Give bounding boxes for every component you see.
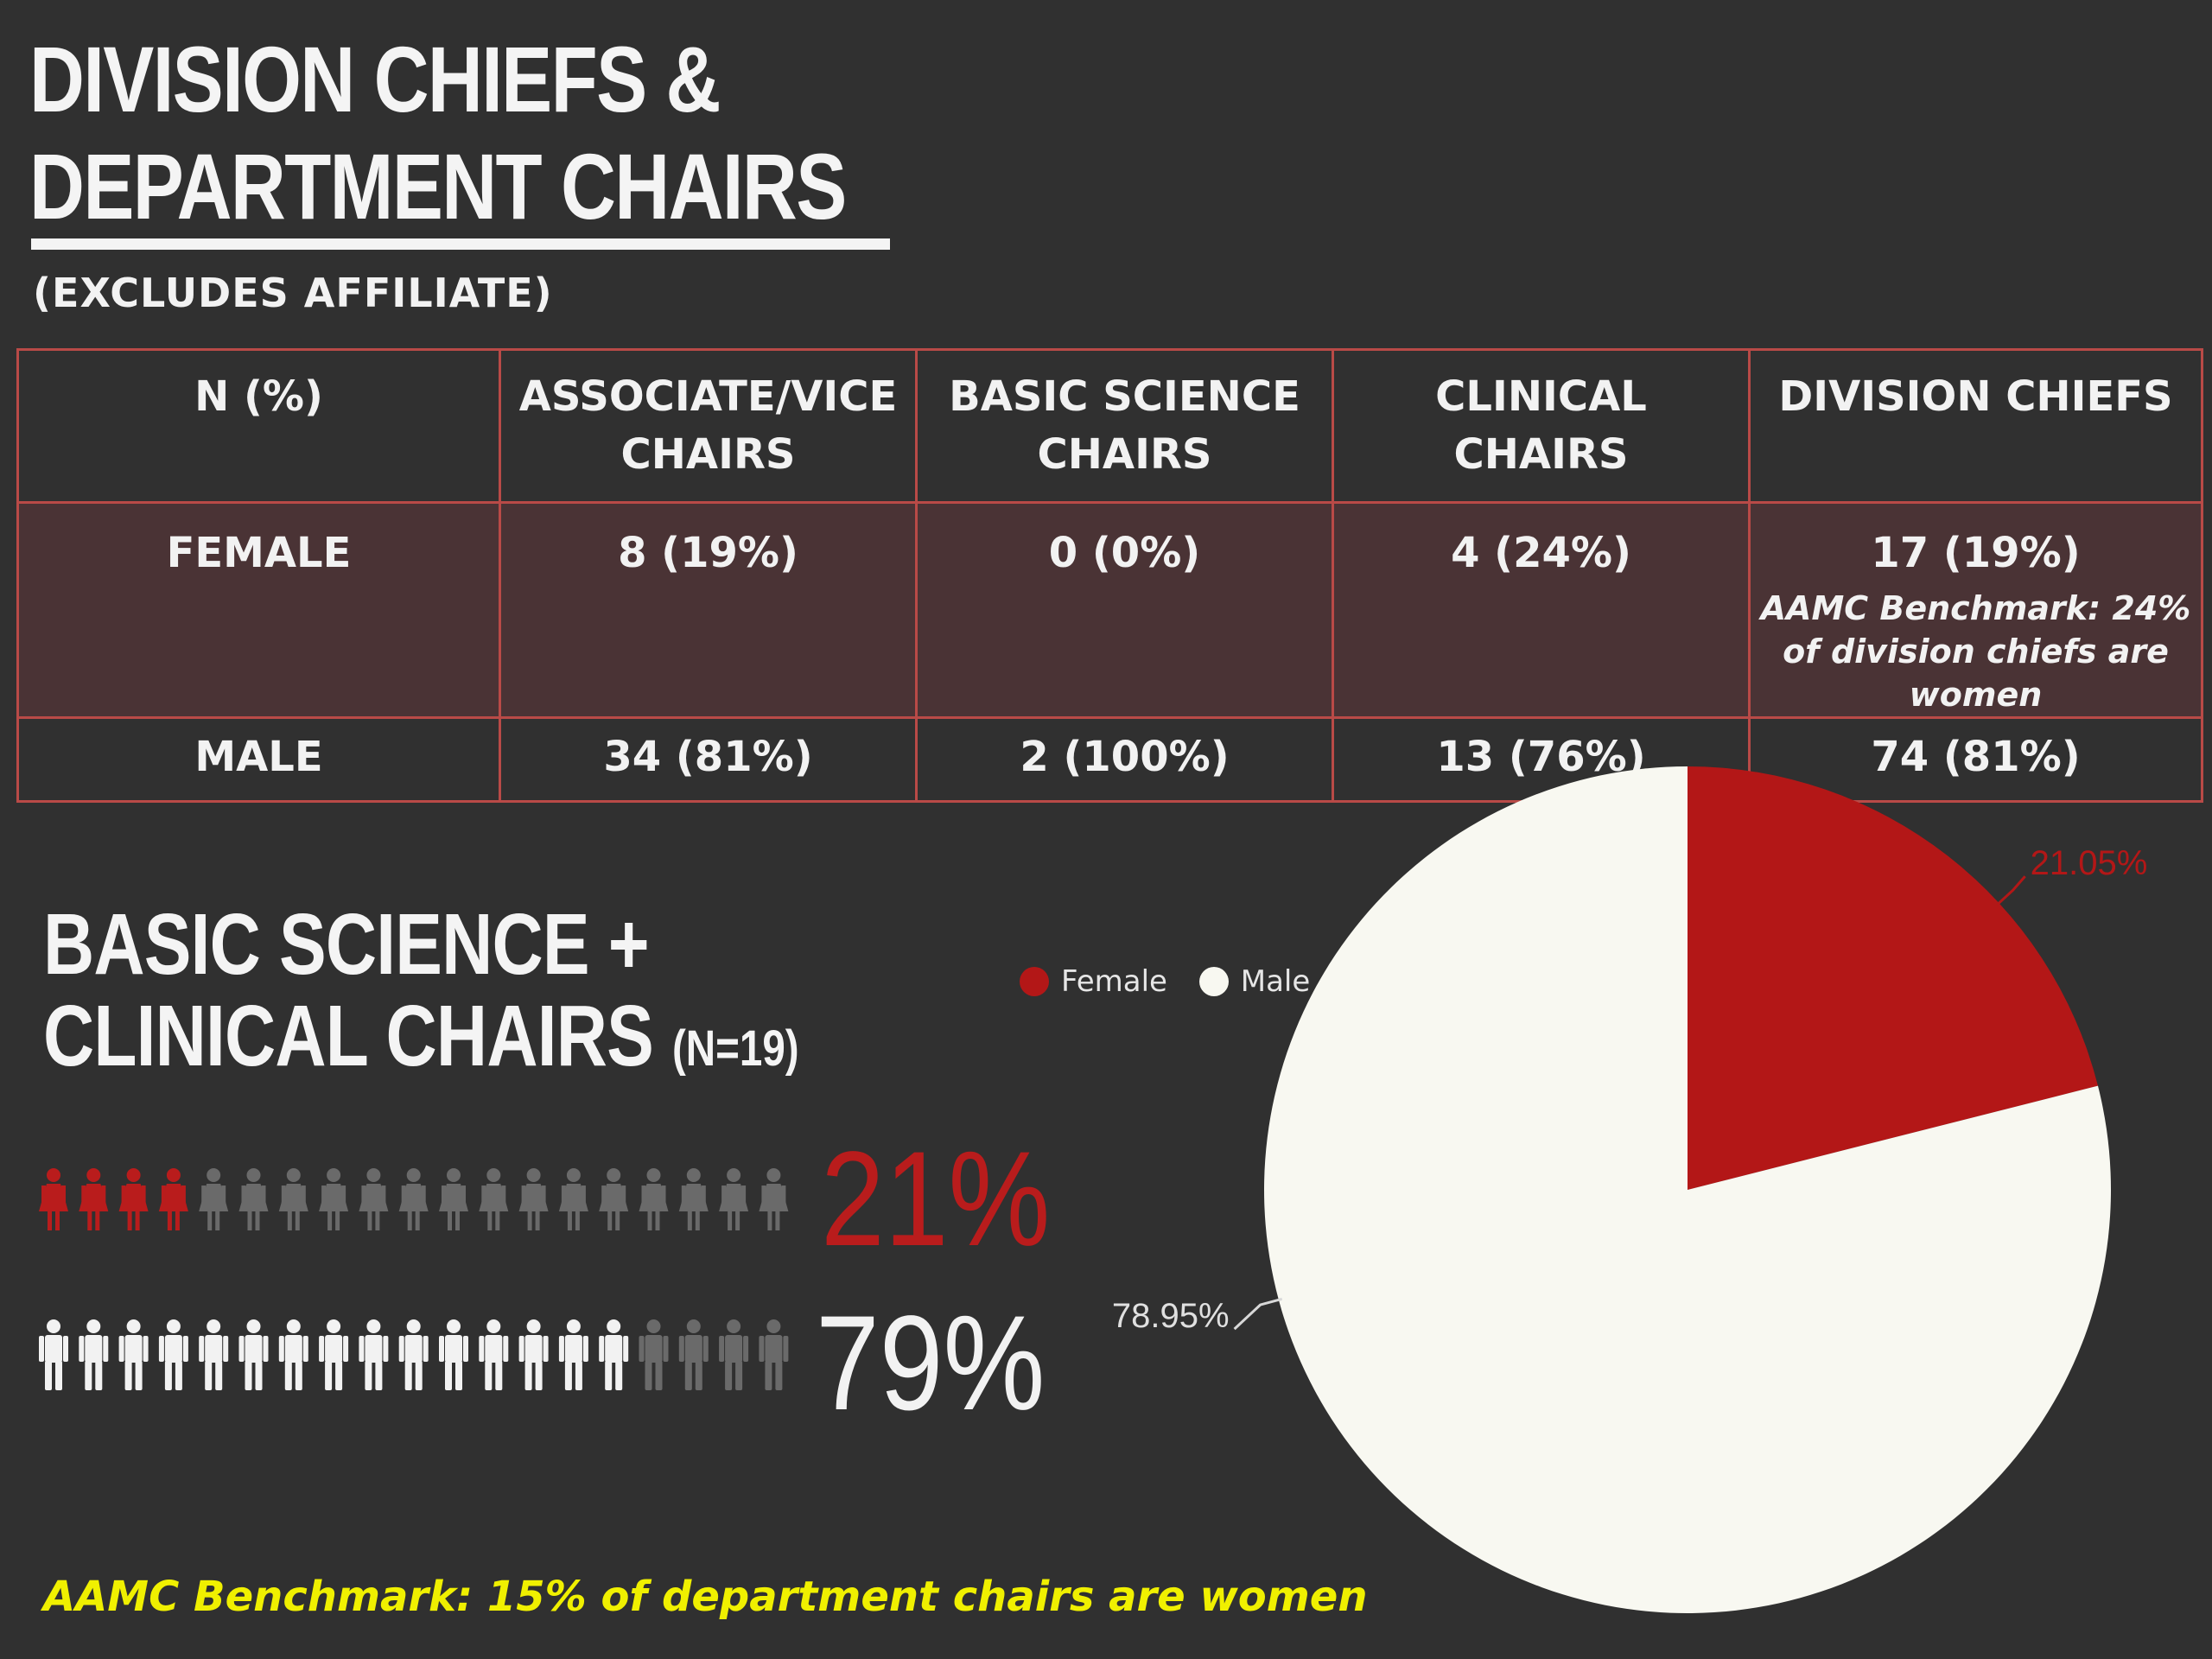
person-icon — [479, 1319, 509, 1390]
person-icon — [558, 1168, 588, 1230]
legend-item-male: Male — [1198, 964, 1311, 999]
female-icon-row — [39, 1168, 789, 1230]
sample-size-label: (N=19) — [671, 1020, 799, 1077]
person-icon — [319, 1319, 349, 1390]
row-label: MALE — [16, 716, 501, 803]
female-pictograph — [35, 1166, 795, 1244]
female-percent: 21% — [821, 1124, 1051, 1274]
person-icon — [39, 1319, 68, 1390]
legend-label: Male — [1240, 964, 1311, 999]
page-subtitle: (EXCLUDES AFFILIATE) — [33, 270, 553, 316]
male-icon-row — [39, 1319, 789, 1390]
person-icon — [599, 1319, 629, 1390]
person-icon — [39, 1168, 68, 1230]
department-chairs-benchmark: AAMC Benchmark: 15% of department chairs… — [43, 1573, 1368, 1621]
person-icon — [439, 1319, 468, 1390]
table-cell: 8 (19%) — [499, 501, 918, 719]
table-header-cell: N (%) — [16, 348, 501, 504]
person-icon — [278, 1168, 308, 1230]
title-line-1: DIVISION CHIEFS & — [29, 27, 721, 131]
person-icon — [158, 1319, 188, 1390]
person-icon — [79, 1168, 109, 1230]
person-icon — [678, 1168, 709, 1230]
person-icon — [518, 1168, 549, 1230]
person-icon — [199, 1319, 229, 1390]
person-icon — [199, 1168, 229, 1230]
table-cell: 0 (0%) — [915, 501, 1334, 719]
person-icon — [639, 1319, 669, 1390]
person-icon — [79, 1319, 109, 1390]
male-pictograph — [35, 1318, 795, 1395]
gender-table: N (%) ASSOCIATE/VICE CHAIRS BASIC SCIENC… — [16, 348, 2203, 803]
pie-slice-female — [1688, 766, 2098, 1190]
table-row-male: MALE 34 (81%) 2 (100%) 13 (76%) 74 (81%) — [16, 716, 2203, 803]
pie-slice-male — [1264, 766, 2111, 1613]
person-icon — [158, 1168, 188, 1230]
person-icon — [719, 1168, 749, 1230]
table-cell: 4 (24%) — [1332, 501, 1751, 719]
table-header-row: N (%) ASSOCIATE/VICE CHAIRS BASIC SCIENC… — [16, 348, 2203, 504]
person-icon — [678, 1319, 709, 1390]
row-label: FEMALE — [16, 501, 501, 719]
table-header-cell: BASIC SCIENCE CHAIRS — [915, 348, 1334, 504]
pie-data-label: 78.95% — [1112, 1297, 1230, 1335]
legend-swatch-male — [1198, 967, 1229, 996]
table-cell-division-chiefs-female: 17 (19%) AAMC Benchmark: 24% of division… — [1748, 501, 2203, 719]
person-icon — [599, 1168, 629, 1230]
table-cell: 74 (81%) — [1748, 716, 2203, 803]
person-icon — [558, 1319, 588, 1390]
table-header-cell: CLINICAL CHAIRS — [1332, 348, 1751, 504]
person-icon — [398, 1168, 429, 1230]
table-row-female: FEMALE 8 (19%) 0 (0%) 4 (24%) 17 (19%) A… — [16, 501, 2203, 719]
legend-item-female: Female — [1020, 964, 1167, 999]
legend-swatch-female — [1020, 967, 1049, 996]
page-title: DIVISION CHIEFS & DEPARTMENT CHAIRS — [29, 26, 847, 240]
table-header-cell: DIVISION CHIEFS — [1748, 348, 2203, 504]
pie-leader-line — [1995, 875, 2026, 906]
person-icon — [319, 1168, 349, 1230]
person-icon — [398, 1319, 429, 1390]
section-heading-line-2: CLINICAL CHAIRS — [43, 988, 654, 1084]
person-icon — [719, 1319, 749, 1390]
person-icon — [118, 1319, 149, 1390]
person-icon — [759, 1319, 789, 1390]
person-icon — [439, 1168, 468, 1230]
section-heading: BASIC SCIENCE + CLINICAL CHAIRS (N=19) — [43, 899, 799, 1095]
section-heading-line-1: BASIC SCIENCE + — [43, 896, 650, 993]
pie-data-label: 21.05% — [2031, 844, 2148, 882]
person-icon — [359, 1168, 389, 1230]
title-underline — [31, 238, 890, 250]
person-icon — [479, 1168, 509, 1230]
pie-leader-line — [1233, 1297, 1283, 1331]
table-header-cell: ASSOCIATE/VICE CHAIRS — [499, 348, 918, 504]
table-cell: 2 (100%) — [915, 716, 1334, 803]
table-cell-value: 17 (19%) — [1871, 529, 2081, 577]
person-icon — [278, 1319, 308, 1390]
person-icon — [759, 1168, 789, 1230]
title-line-2: DEPARTMENT CHAIRS — [29, 134, 847, 238]
table-cell: 34 (81%) — [499, 716, 918, 803]
legend-label: Female — [1061, 964, 1167, 999]
pie-legend: Female Male — [1020, 964, 1332, 999]
person-icon — [518, 1319, 549, 1390]
male-percent: 79% — [816, 1288, 1046, 1439]
person-icon — [238, 1168, 269, 1230]
person-icon — [639, 1168, 669, 1230]
person-icon — [359, 1319, 389, 1390]
division-chiefs-benchmark-note: AAMC Benchmark: 24% of division chiefs a… — [1760, 589, 2191, 714]
person-icon — [238, 1319, 269, 1390]
person-icon — [118, 1168, 149, 1230]
